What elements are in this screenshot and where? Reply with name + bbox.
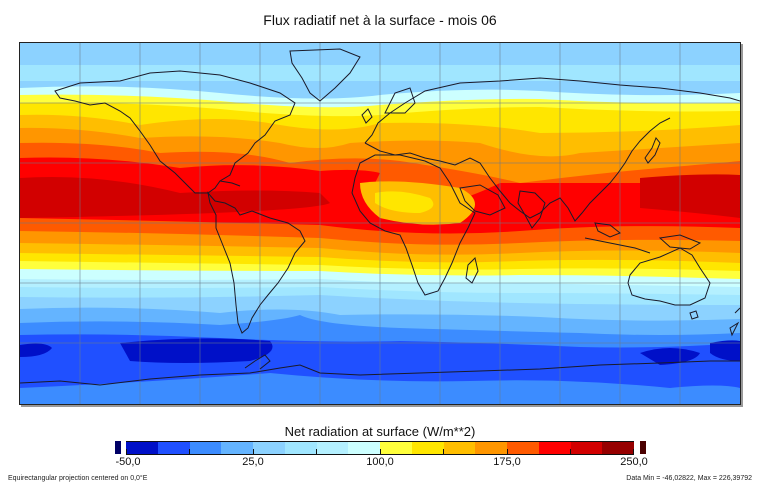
colorbar-segment (126, 442, 158, 454)
colorbar-tick (253, 449, 254, 455)
colorbar-segment (348, 442, 380, 454)
projection-note: Equirectangular projection centered on 0… (8, 475, 148, 482)
colorbar-segment (411, 442, 444, 454)
colorbar-segment (475, 442, 507, 454)
coastlines (20, 48, 740, 386)
map-plot-area[interactable] (19, 42, 741, 405)
colorbar-segment (253, 442, 285, 454)
colorbar-segment (570, 442, 603, 454)
colorbar-tick (507, 449, 508, 455)
colorbar-segment (284, 442, 317, 454)
colorbar-tick (126, 449, 127, 455)
colorbar-tick (189, 449, 190, 455)
colorbar-tick (380, 449, 381, 455)
colorbar-under-range-swatch (115, 441, 121, 454)
colorbar-tick (570, 449, 571, 455)
colorbar-label-min: -50,0 (115, 456, 141, 468)
colorbar-segment (538, 442, 571, 454)
colorbar (126, 441, 634, 454)
gridlines (20, 43, 740, 404)
colorbar-title: Net radiation at surface (W/m**2) (284, 424, 476, 439)
colorbar-label-max: 250,0 (620, 456, 648, 468)
colorbar-segment (443, 442, 476, 454)
colorbar-segment (189, 442, 222, 454)
heatmap-canvas (20, 43, 740, 404)
colorbar-tick (443, 449, 444, 455)
colorbar-segment (380, 442, 412, 454)
colorbar-segment (602, 442, 634, 454)
map-title: Flux radiatif net à la surface - mois 06 (263, 12, 497, 28)
colorbar-label: 175,0 (493, 456, 521, 468)
colorbar-segment (221, 442, 253, 454)
colorbar-segment (157, 442, 190, 454)
colorbar-label: 100,0 (366, 456, 394, 468)
colorbar-segment (316, 442, 349, 454)
colorbar-segment (507, 442, 539, 454)
data-range-note: Data Min = -46,02822, Max = 226,39792 (626, 475, 752, 482)
colorbar-tick (633, 449, 634, 455)
colorbar-over-range-swatch (640, 441, 646, 454)
colorbar-label: 25,0 (242, 456, 264, 468)
colorbar-tick (316, 449, 317, 455)
